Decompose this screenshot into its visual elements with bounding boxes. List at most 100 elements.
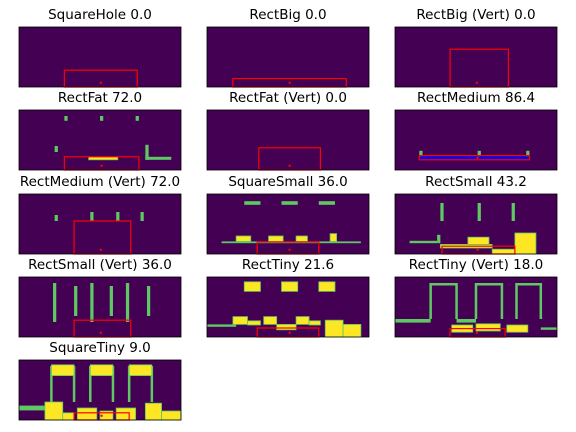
panel-title: RectFat 72.0 (58, 90, 142, 106)
feature-line (135, 116, 139, 121)
feature-line (207, 324, 237, 327)
panel: SquareSmall 36.0 (206, 174, 370, 255)
center-dot (475, 81, 479, 85)
axes-frame (18, 109, 182, 171)
feature-fill (161, 410, 182, 421)
center-dot (99, 248, 103, 251)
feature-loop (429, 282, 458, 319)
feature-line (526, 150, 530, 157)
feature-fill (281, 281, 299, 292)
center-dot (288, 248, 291, 251)
feature-line (109, 286, 113, 316)
feature-line (477, 150, 481, 157)
center-dot (475, 331, 479, 334)
center-dot (476, 156, 479, 160)
panel: RectFat (Vert) 0.0 (206, 90, 370, 171)
panel: RectBig 0.0 (206, 7, 370, 88)
feature-line (146, 286, 151, 316)
center-dot (100, 414, 103, 417)
feature-fill (235, 235, 252, 242)
feature-line (90, 283, 94, 322)
heatmap-background (395, 27, 557, 87)
axes-frame (18, 276, 182, 338)
panel: RectMedium 86.4 (394, 90, 558, 171)
panel-title: SquareSmall 36.0 (228, 174, 347, 190)
axes-frame (394, 276, 558, 338)
panel-title: SquareHole 0.0 (48, 7, 152, 23)
feature-fill (295, 235, 308, 242)
axes-frame (394, 26, 558, 88)
feature-line (437, 234, 441, 244)
feature-fill (467, 236, 490, 245)
feature-overlap (419, 156, 530, 160)
feature-line (395, 319, 431, 323)
panel: RectTiny 21.6 (206, 257, 370, 338)
feature-fill (491, 248, 516, 255)
feature-line (125, 283, 130, 322)
heatmap-background (395, 110, 557, 170)
heatmap-background (19, 194, 181, 254)
feature-line (477, 203, 481, 221)
feature-line (74, 286, 78, 316)
feature-fill (232, 316, 248, 325)
feature-fill (308, 320, 321, 326)
feature-line (100, 116, 104, 121)
feature-line (409, 240, 438, 244)
feature-fill (144, 402, 162, 421)
feature-fill (243, 281, 261, 292)
panel: SquareTiny 9.0 (18, 340, 182, 421)
feature-line (281, 201, 298, 205)
feature-fill (115, 407, 137, 421)
feature-fill (318, 281, 336, 292)
panel-title: RectTiny (Vert) 18.0 (409, 257, 543, 273)
feature-fill (247, 320, 261, 326)
center-dot (99, 331, 103, 334)
feature-fill (295, 316, 310, 325)
feature-line (53, 283, 57, 322)
panel: RectFat 72.0 (18, 90, 182, 171)
panel-title: RectTiny 21.6 (242, 257, 334, 273)
feature-fill (128, 364, 153, 376)
axes-frame (18, 26, 182, 88)
placement-rectangle (418, 155, 531, 161)
feature-fill (51, 364, 75, 376)
axes-frame (206, 26, 370, 88)
feature-line (318, 201, 335, 205)
feature-fill (268, 235, 284, 242)
feature-line (90, 212, 94, 221)
feature-fill (324, 319, 344, 338)
feature-line (145, 144, 149, 160)
heatmap-background (207, 27, 369, 87)
feature-line (456, 319, 476, 323)
feature-line (64, 116, 68, 121)
feature-loop (474, 282, 504, 319)
feature-line (419, 150, 423, 157)
feature-fill (342, 323, 362, 338)
panel: RectMedium (Vert) 72.0 (18, 174, 182, 255)
panel-title: RectSmall 43.2 (425, 174, 527, 190)
feature-line (54, 215, 58, 221)
feature-fill (514, 232, 537, 255)
feature-fill (44, 401, 64, 421)
feature-loop (515, 282, 543, 319)
axes-frame (18, 359, 182, 421)
feature-line (440, 203, 444, 221)
panel-title: RectFat (Vert) 0.0 (229, 90, 347, 106)
center-dot (100, 164, 103, 167)
panel: RectTiny (Vert) 18.0 (394, 257, 558, 338)
panel: RectBig (Vert) 0.0 (394, 7, 558, 88)
feature-fill (62, 412, 75, 421)
center-dot (288, 81, 291, 85)
panel: RectSmall (Vert) 36.0 (18, 257, 182, 338)
axes-frame (394, 193, 558, 255)
center-dot (99, 81, 103, 85)
panel: SquareHole 0.0 (18, 7, 182, 88)
feature-fill (276, 323, 297, 331)
panel-title: RectBig (Vert) 0.0 (416, 7, 535, 23)
axes-frame (394, 109, 558, 171)
feature-line (140, 212, 144, 221)
feature-line (244, 201, 261, 205)
center-dot (476, 248, 479, 251)
feature-fill (329, 233, 337, 242)
